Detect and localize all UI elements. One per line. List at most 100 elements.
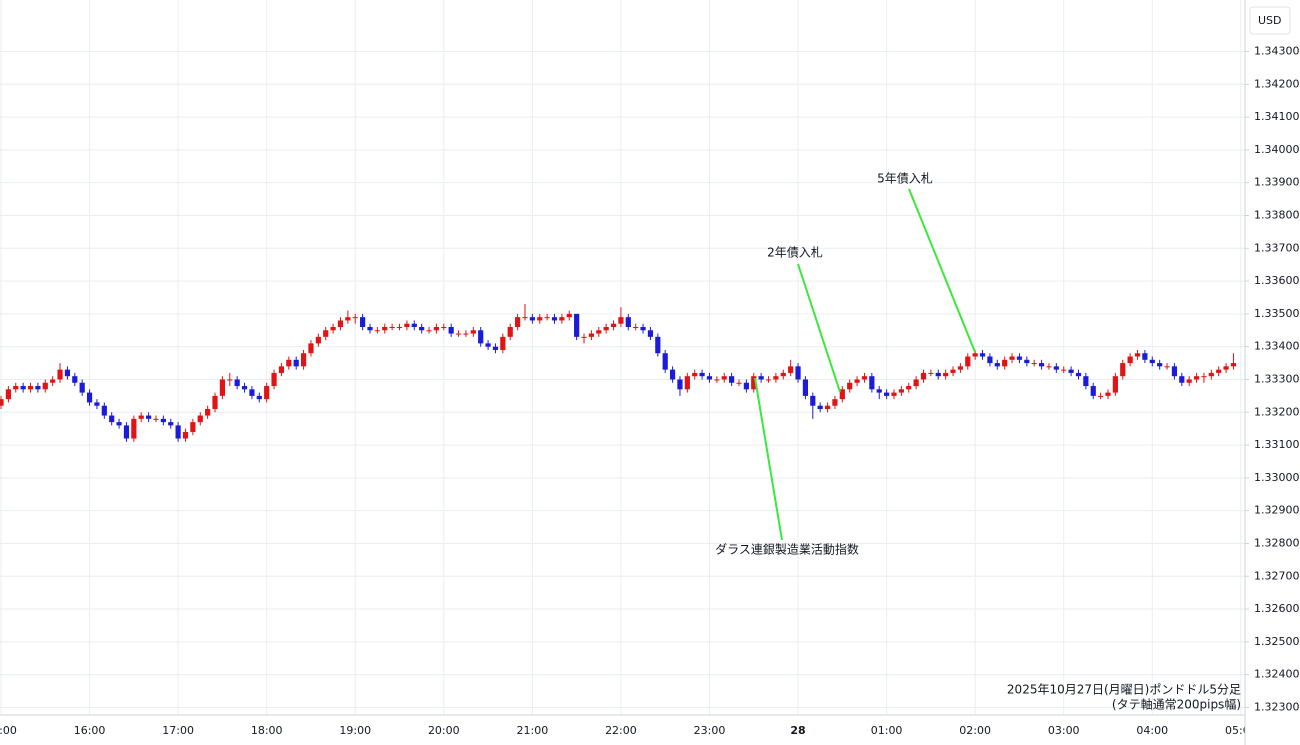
candle-body: [426, 330, 432, 332]
candle-body: [492, 346, 499, 350]
candle-body: [1009, 356, 1015, 360]
candle-body: [581, 336, 587, 338]
candle-body: [131, 418, 137, 439]
y-tick-label: 1.32800: [1254, 536, 1300, 549]
candle-body: [1134, 353, 1141, 357]
candle-body: [596, 330, 602, 334]
candle-body: [913, 379, 919, 387]
candle-body: [50, 379, 56, 383]
candle-body: [692, 372, 698, 377]
candle-body: [64, 369, 71, 377]
candle-body: [212, 395, 218, 409]
candle-body: [35, 386, 41, 390]
candle-body: [1105, 392, 1111, 396]
candle-body: [979, 353, 986, 357]
candle-body: [382, 326, 388, 331]
candle-body: [773, 376, 779, 380]
candle-body: [898, 389, 904, 393]
candle-body: [72, 376, 78, 383]
annotation: 5年債入札: [877, 171, 933, 186]
candle-body: [241, 386, 248, 390]
candles: [0, 304, 1237, 442]
candle-body: [1149, 359, 1155, 364]
candle-body: [27, 386, 34, 390]
x-tick-label: 01:00: [871, 724, 903, 737]
x-tick-label: 20:00: [428, 724, 460, 737]
candle-body: [205, 408, 211, 416]
candle-body: [537, 317, 543, 321]
y-tick-label: 1.33800: [1254, 208, 1300, 221]
annotation-line: [797, 263, 841, 393]
y-tick-label: 1.33100: [1254, 438, 1300, 451]
candle-body: [758, 376, 764, 380]
candle-body: [190, 422, 196, 432]
x-tick-label: 19:00: [339, 724, 371, 737]
x-tick-label: 03:00: [1048, 724, 1080, 737]
candle-body: [396, 326, 403, 328]
candle-body: [876, 389, 882, 393]
candle-body: [1046, 366, 1052, 368]
candle-body: [278, 366, 285, 373]
candle-body: [1112, 376, 1118, 393]
candle-body: [861, 376, 868, 380]
candle-body: [271, 372, 277, 387]
currency: USD: [1258, 14, 1282, 27]
candle-body: [943, 372, 949, 377]
candle-body: [736, 382, 742, 384]
y-tick-label: 1.32300: [1254, 700, 1300, 713]
candle-body: [470, 330, 476, 334]
candle-body: [669, 369, 676, 380]
candle-body: [182, 431, 189, 439]
candle-body: [699, 372, 705, 377]
candle-body: [810, 395, 816, 406]
candle-body: [957, 366, 963, 370]
candle-body: [765, 379, 772, 381]
candle-body: [168, 422, 174, 426]
candle-body: [884, 392, 890, 396]
candle-body: [300, 353, 307, 367]
candle-body: [1075, 372, 1082, 377]
y-tick-label: 1.33700: [1254, 241, 1300, 254]
candle-body: [1157, 363, 1163, 367]
x-tick-label: 23:00: [694, 724, 726, 737]
candle-body: [286, 359, 292, 367]
candle-body: [249, 389, 255, 396]
x-tick-label: 15:00: [0, 724, 17, 737]
candle-body: [965, 356, 971, 367]
candle-body: [42, 382, 48, 390]
candle-body: [5, 389, 11, 400]
candle-body: [677, 379, 683, 390]
caption: 2025年10月27日(月曜日)ポンドドル5分足: [1007, 683, 1241, 697]
candle-body: [337, 320, 344, 327]
candle-body: [1208, 372, 1214, 377]
candle-body: [1186, 379, 1192, 383]
candle-body: [574, 313, 580, 337]
candle-body: [817, 405, 823, 409]
candle-body: [345, 317, 351, 321]
candle-body: [551, 317, 558, 321]
candle-body: [1216, 369, 1222, 373]
candle-body: [714, 379, 720, 381]
candle-body: [146, 415, 152, 419]
candle-body: [515, 317, 521, 327]
candle-body: [308, 343, 314, 354]
y-tick-label: 1.32400: [1254, 668, 1300, 681]
annotation: ダラス連銀製造業活動指数: [715, 542, 859, 557]
candle-body: [1171, 366, 1178, 377]
candle-body: [234, 379, 240, 387]
x-tick-label: 02:00: [959, 724, 991, 737]
candle-body: [839, 389, 845, 400]
candle-body: [1002, 359, 1008, 367]
candle-body: [706, 376, 713, 380]
candle-body: [175, 425, 181, 439]
candle-body: [433, 326, 440, 331]
candle-body: [603, 326, 609, 331]
candle-body: [544, 317, 550, 319]
y-tick-label: 1.33300: [1254, 372, 1300, 385]
currency-box: [1249, 6, 1291, 35]
candle-body: [1061, 369, 1067, 371]
candle-body: [559, 317, 565, 321]
candle-body: [1230, 363, 1237, 367]
